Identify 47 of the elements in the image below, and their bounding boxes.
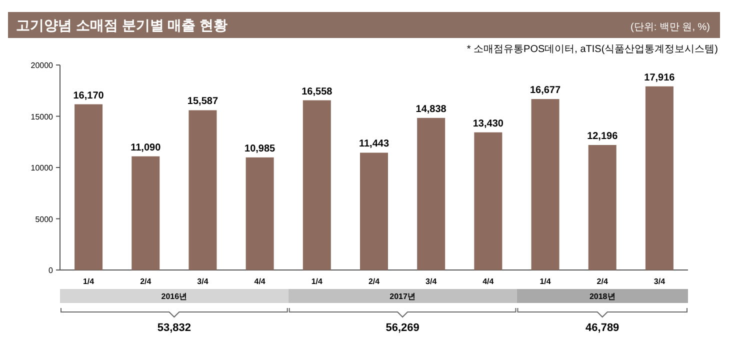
- x-tick-label: 1/4: [540, 277, 552, 286]
- text: * 소매점유통POS데이터, aTIS(식품산업통계정보시스템): [466, 44, 718, 55]
- bar: [360, 152, 388, 270]
- text: 2016년: [161, 292, 188, 301]
- y-tick-label: 15000: [30, 112, 54, 122]
- data-label: 11,443: [358, 138, 390, 150]
- data-label: 11,090: [130, 142, 162, 154]
- x-tick-label: 4/4: [482, 277, 494, 286]
- x-tick-label: 2/4: [140, 277, 152, 286]
- x-tick-label: 1/4: [311, 277, 324, 286]
- chart-title: 고기양념 소매점 분기별 매출 현황: [16, 17, 228, 33]
- y-tick-label: 0: [48, 266, 54, 275]
- data-label: 16,677: [530, 85, 561, 96]
- data-label: 13,430: [472, 118, 504, 130]
- x-tick-label: 3/4: [197, 277, 209, 286]
- data-label: 12,196: [587, 130, 618, 142]
- bar: [645, 86, 674, 270]
- data-label: 17,916: [644, 72, 676, 84]
- text: 56,269: [386, 322, 420, 334]
- text: 46,789: [586, 322, 620, 334]
- x-tick-label: 4/4: [254, 277, 266, 286]
- bar: [74, 104, 103, 270]
- text: (단위: 백만 원, %): [630, 22, 710, 33]
- y-tick-label: 20000: [30, 61, 54, 70]
- text: 53,832: [157, 322, 192, 334]
- text: 2017년: [390, 292, 416, 301]
- y-tick-label: 10000: [30, 164, 54, 172]
- bar: [474, 132, 502, 270]
- bar: [417, 118, 446, 270]
- data-label: 16,170: [73, 90, 104, 102]
- bar: [588, 144, 616, 270]
- x-tick-label: 2/4: [368, 277, 380, 286]
- y-tick-label: 5000: [35, 214, 54, 224]
- data-label: 10,985: [244, 143, 276, 154]
- data-label: 15,587: [187, 96, 218, 108]
- x-tick-label: 1/4: [82, 277, 95, 286]
- data-label: 16,558: [302, 86, 333, 98]
- data-label: 14,838: [416, 104, 447, 115]
- bar: [302, 100, 331, 270]
- bar: [188, 110, 217, 270]
- x-tick-label: 2/4: [596, 277, 608, 286]
- bar: [246, 157, 274, 270]
- x-tick-label: 3/4: [426, 277, 438, 286]
- bar: [132, 156, 160, 270]
- bar: [531, 99, 560, 270]
- x-tick-label: 3/4: [654, 277, 666, 286]
- text: 2018년: [589, 292, 616, 301]
